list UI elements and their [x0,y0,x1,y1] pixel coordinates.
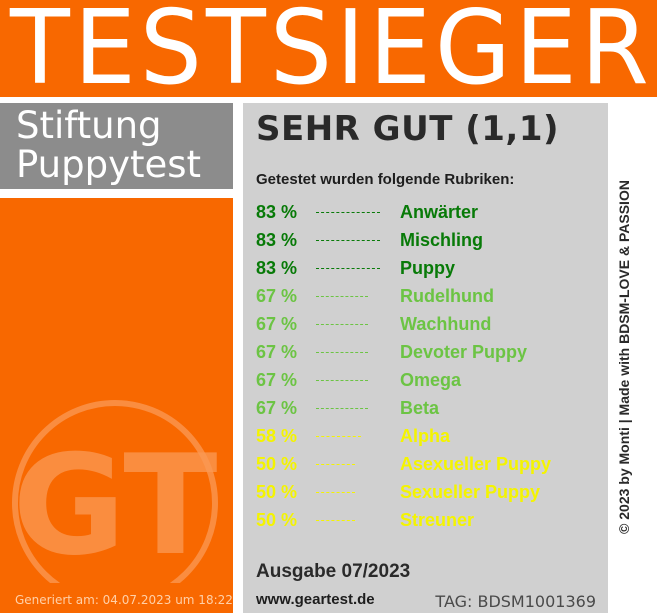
category-name: Asexueller Puppy [400,454,552,474]
category-percent: 83 % [256,202,298,222]
category-row: 67 % Wachhund [243,310,608,338]
category-name: Sexueller Puppy [400,482,541,502]
category-name: Omega [400,370,462,390]
credit-text: © 2023 by Monti | Made with BDSM-LOVE & … [616,180,632,534]
generated-timestamp: Generiert am: 04.07.2023 um 18:22 Uhr [15,593,233,607]
category-row: 58 % Alpha [243,422,608,450]
category-percent: 83 % [256,230,298,250]
category-row: 50 % Sexueller Puppy [243,478,608,506]
credit-strip: © 2023 by Monti | Made with BDSM-LOVE & … [612,103,636,613]
category-name: Mischling [400,230,484,250]
category-score-leader [316,268,380,269]
category-score-leader [316,324,368,325]
results-panel: SEHR GUT (1,1) Getestet wurden folgende … [243,103,608,613]
category-row: 83 % Mischling [243,226,608,254]
category-name: Alpha [400,426,451,446]
category-name: Anwärter [400,202,479,222]
category-row: 50 % Streuner [243,506,608,534]
banner-title: TESTSIEGER [10,0,653,109]
gt-logo: GT [12,400,218,583]
category-row: 83 % Anwärter [243,198,608,226]
side-orange-panel: GT Generiert am: 04.07.2023 um 18:22 Uhr [0,198,233,613]
category-percent: 67 % [256,342,298,362]
categories-intro: Getestet wurden folgende Rubriken: [256,171,515,188]
grade-title: SEHR GUT (1,1) [256,109,560,149]
testsieger-banner: TESTSIEGER [0,0,657,101]
category-score-leader [316,240,380,241]
category-score-leader [316,520,355,521]
category-percent: 67 % [256,286,298,306]
category-name: Rudelhund [400,286,494,306]
category-percent: 50 % [256,482,298,502]
category-name: Streuner [400,510,475,530]
category-row: 83 % Puppy [243,254,608,282]
gt-logo-text: GT [13,425,218,583]
category-score-leader [316,492,355,493]
brand-line-1: Stiftung [16,104,162,147]
tag-id: TAG: BDSM1001369 [435,592,596,611]
category-row: 67 % Omega [243,366,608,394]
category-percent: 58 % [256,426,298,446]
category-row: 67 % Devoter Puppy [243,338,608,366]
category-row: 50 % Asexueller Puppy [243,450,608,478]
category-percent: 67 % [256,370,298,390]
category-percent: 83 % [256,258,298,278]
category-percent: 67 % [256,314,298,334]
category-score-leader [316,408,368,409]
category-score-leader [316,212,380,213]
brand-line-2: Puppytest [16,143,202,186]
category-score-leader [316,380,368,381]
category-name: Beta [400,398,440,418]
category-score-leader [316,352,368,353]
category-name: Puppy [400,258,456,278]
category-row: 67 % Beta [243,394,608,422]
category-score-leader [316,296,368,297]
category-row: 67 % Rudelhund [243,282,608,310]
category-percent: 50 % [256,454,298,474]
category-percent: 67 % [256,398,298,418]
website-link[interactable]: www.geartest.de [256,591,375,608]
edition-label: Ausgabe 07/2023 [256,561,411,582]
category-name: Devoter Puppy [400,342,528,362]
brand-box: Stiftung Puppytest [0,103,233,189]
category-name: Wachhund [400,314,492,334]
category-score-leader [316,436,361,437]
category-score-leader [316,464,355,465]
category-percent: 50 % [256,510,298,530]
